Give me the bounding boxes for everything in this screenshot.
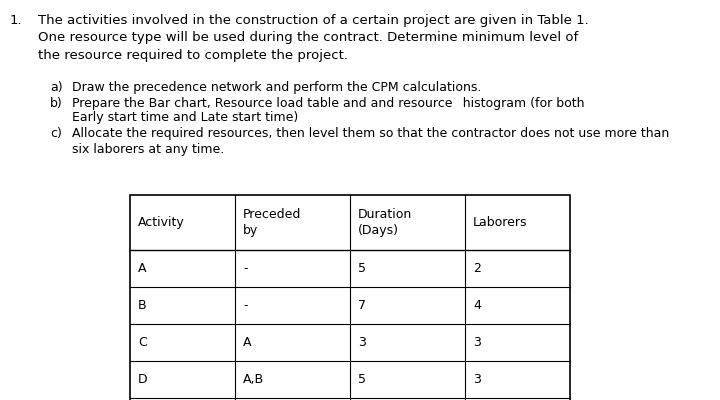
Text: the resource required to complete the project.: the resource required to complete the pr… [38, 49, 348, 62]
Text: 5: 5 [358, 373, 366, 386]
Text: by: by [243, 224, 258, 237]
Text: -: - [243, 299, 248, 312]
Text: Early start time and Late start time): Early start time and Late start time) [72, 112, 298, 124]
Text: 3: 3 [358, 336, 366, 349]
Text: Activity: Activity [138, 216, 185, 229]
Text: six laborers at any time.: six laborers at any time. [72, 142, 224, 156]
Text: The activities involved in the construction of a certain project are given in Ta: The activities involved in the construct… [38, 14, 589, 27]
Text: 4: 4 [473, 299, 481, 312]
Text: c): c) [50, 128, 62, 140]
Text: 7: 7 [358, 299, 366, 312]
Text: C: C [138, 336, 147, 349]
Text: Allocate the required resources, then level them so that the contractor does not: Allocate the required resources, then le… [72, 128, 670, 140]
Text: One resource type will be used during the contract. Determine minimum level of: One resource type will be used during th… [38, 32, 578, 44]
Text: 2: 2 [473, 262, 481, 275]
Text: A: A [243, 336, 251, 349]
Text: b): b) [50, 96, 63, 110]
Bar [130, 195, 570, 400]
Text: 3: 3 [473, 373, 481, 386]
Text: B: B [138, 299, 147, 312]
Text: (Days): (Days) [358, 224, 399, 237]
Text: 5: 5 [358, 262, 366, 275]
Text: -: - [243, 262, 248, 275]
Text: Duration: Duration [358, 208, 413, 221]
Text: a): a) [50, 80, 63, 94]
Text: A,B: A,B [243, 373, 264, 386]
Text: A: A [138, 262, 146, 275]
Text: D: D [138, 373, 148, 386]
Text: Preceded: Preceded [243, 208, 302, 221]
Text: Draw the precedence network and perform the CPM calculations.: Draw the precedence network and perform … [72, 80, 482, 94]
Text: 3: 3 [473, 336, 481, 349]
Text: 1.: 1. [10, 14, 22, 27]
Text: Laborers: Laborers [473, 216, 528, 229]
Text: Prepare the Bar chart, Resource load table and and resource  histogram (for both: Prepare the Bar chart, Resource load tab… [72, 96, 585, 110]
